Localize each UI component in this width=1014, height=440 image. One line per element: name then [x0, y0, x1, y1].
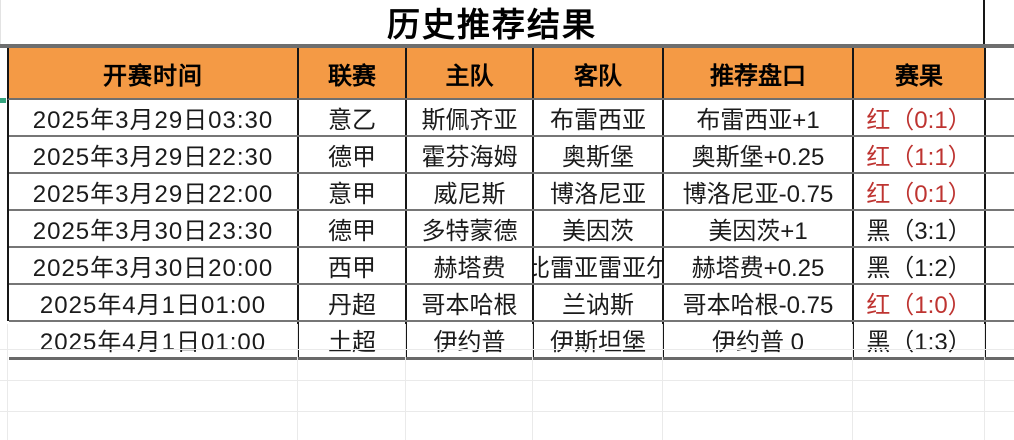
table-row: 2025年4月1日01:00 土超 伊约普 伊斯坦堡 伊约普 0 黑（1:3）: [9, 322, 1014, 360]
table-row: 2025年3月30日23:30 德甲 多特蒙德 美因茨 美因茨+1 黑（3:1）: [9, 211, 1014, 248]
cell-league[interactable]: 意甲: [299, 174, 407, 209]
grid-line: [983, 0, 985, 48]
cell-result[interactable]: 黑（1:2）: [854, 248, 986, 283]
row-selection-marker: [0, 98, 6, 103]
cell-home[interactable]: 多特蒙德: [407, 211, 534, 246]
cell-time[interactable]: 2025年3月30日23:30: [9, 211, 299, 246]
cell-time[interactable]: 2025年4月1日01:00: [9, 322, 299, 357]
cell-league[interactable]: 德甲: [299, 137, 407, 172]
table-row: 2025年3月30日20:00 西甲 赫塔费 比雷亚雷亚尔 赫塔费+0.25 黑（1:2）: [9, 248, 1014, 285]
cell-away[interactable]: 美因茨: [534, 211, 664, 246]
table-row: 2025年3月29日03:30 意乙 斯佩齐亚 布雷西亚 布雷西亚+1 红（0:1）: [9, 100, 1014, 137]
cell-time[interactable]: 2025年3月29日22:00: [9, 174, 299, 209]
header-cell-home[interactable]: 主队: [407, 48, 534, 98]
table-rows: 2025年3月29日03:30 意乙 斯佩齐亚 布雷西亚 布雷西亚+1 红（0:1） 202…: [7, 100, 1014, 360]
table-row: 2025年3月29日22:00 意甲 威尼斯 博洛尼亚 博洛尼亚-0.75 红（0:1）: [9, 174, 1014, 211]
cell-handicap[interactable]: 布雷西亚+1: [664, 100, 854, 135]
cell-home[interactable]: 哥本哈根: [407, 285, 534, 320]
grid-line: [662, 324, 663, 440]
cell-home[interactable]: 斯佩齐亚: [407, 100, 534, 135]
title-divider-line: [0, 44, 1014, 48]
header-cell-result[interactable]: 赛果: [854, 48, 986, 98]
grid-line: [297, 324, 298, 440]
grid-line: [7, 324, 8, 440]
cell-league[interactable]: 土超: [299, 322, 407, 357]
cell-result[interactable]: 红（1:1）: [854, 137, 986, 172]
cell-away[interactable]: 布雷西亚: [534, 100, 664, 135]
cell-handicap[interactable]: 奥斯堡+0.25: [664, 137, 854, 172]
cell-handicap[interactable]: 哥本哈根-0.75: [664, 285, 854, 320]
cell-home[interactable]: 赫塔费: [407, 248, 534, 283]
cell-league[interactable]: 丹超: [299, 285, 407, 320]
cell-league[interactable]: 意乙: [299, 100, 407, 135]
header-cell-away[interactable]: 客队: [534, 48, 664, 98]
table-row: 2025年4月1日01:00 丹超 哥本哈根 兰讷斯 哥本哈根-0.75 红（1:0）: [9, 285, 1014, 322]
cell-result[interactable]: 红（0:1）: [854, 174, 986, 209]
page-title[interactable]: 历史推荐结果: [387, 6, 597, 43]
cell-handicap[interactable]: 伊约普 0: [664, 322, 854, 357]
header-cell-time[interactable]: 开赛时间: [9, 48, 299, 98]
cell-away[interactable]: 兰讷斯: [534, 285, 664, 320]
cell-league[interactable]: 德甲: [299, 211, 407, 246]
header-cell-handicap[interactable]: 推荐盘口: [664, 48, 854, 98]
cell-home[interactable]: 伊约普: [407, 322, 534, 357]
grid-line: [405, 324, 406, 440]
cell-away[interactable]: 伊斯坦堡: [534, 322, 664, 357]
cell-handicap[interactable]: 美因茨+1: [664, 211, 854, 246]
cell-handicap[interactable]: 博洛尼亚-0.75: [664, 174, 854, 209]
cell-time[interactable]: 2025年3月29日03:30: [9, 100, 299, 135]
header-cell-league[interactable]: 联赛: [299, 48, 407, 98]
cell-home[interactable]: 威尼斯: [407, 174, 534, 209]
table-row: 2025年3月29日22:30 德甲 霍芬海姆 奥斯堡 奥斯堡+0.25 红（1:1）: [9, 137, 1014, 174]
table-header-row: 开赛时间 联赛 主队 客队 推荐盘口 赛果: [7, 48, 1014, 100]
cell-time[interactable]: 2025年4月1日01:00: [9, 285, 299, 320]
cell-time[interactable]: 2025年3月29日22:30: [9, 137, 299, 172]
cell-result[interactable]: 红（1:0）: [854, 285, 986, 320]
cell-handicap[interactable]: 赫塔费+0.25: [664, 248, 854, 283]
grid-line: [852, 324, 853, 440]
cell-league[interactable]: 西甲: [299, 248, 407, 283]
cell-away[interactable]: 比雷亚雷亚尔: [534, 248, 664, 283]
cell-away[interactable]: 奥斯堡: [534, 137, 664, 172]
screen-edge-line: [0, 0, 1, 48]
cell-result[interactable]: 黑（1:3）: [854, 322, 986, 357]
grid-line: [984, 324, 985, 440]
grid-line: [0, 411, 1014, 412]
grid-line: [0, 349, 1014, 350]
cell-result[interactable]: 红（0:1）: [854, 100, 986, 135]
grid-line: [0, 380, 1014, 381]
cell-result[interactable]: 黑（3:1）: [854, 211, 986, 246]
cell-time[interactable]: 2025年3月30日20:00: [9, 248, 299, 283]
cell-away[interactable]: 博洛尼亚: [534, 174, 664, 209]
grid-line: [532, 324, 533, 440]
cell-home[interactable]: 霍芬海姆: [407, 137, 534, 172]
